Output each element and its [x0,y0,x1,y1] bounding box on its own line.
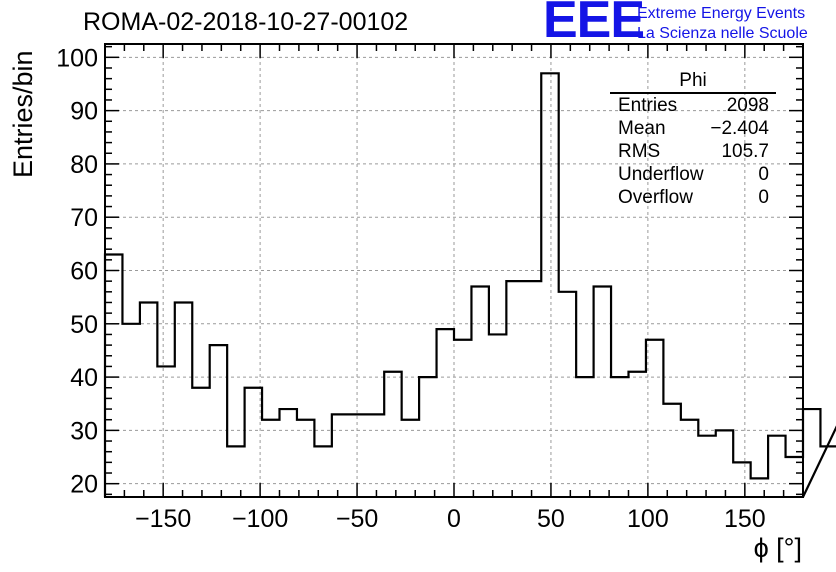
histogram-bin [245,388,262,497]
logo-line-1: Extreme Energy Events [637,5,806,22]
stats-value: −2.404 [710,118,769,139]
histogram-bin [367,414,384,497]
histogram-bin [332,414,349,497]
y-tick-label: 60 [70,258,98,286]
histogram-bin [751,478,768,497]
histogram-bin [541,73,558,497]
stats-label: Underflow [618,164,704,185]
histogram-bin [437,329,454,497]
histogram-bin [175,302,192,497]
histogram-bin [471,286,488,497]
y-tick-label: 70 [70,204,98,232]
stats-row-entries: Entries 2098 [610,94,776,117]
stats-row-mean: Mean −2.404 [610,117,776,140]
histogram-bin [524,281,541,497]
histogram-bin [105,255,122,497]
histogram-bin [576,377,593,497]
stats-value: 0 [758,164,769,185]
histogram-bin [681,420,698,497]
histogram-bin [803,409,820,497]
y-axis-title: Entries/bin [8,50,38,178]
histogram-bin [419,377,436,497]
histogram-bin [768,436,785,497]
stats-value: 0 [758,187,769,208]
histogram-bin [698,436,715,497]
histogram-bin [314,446,331,497]
logo-line-2: La Scienza nelle Scuole [637,25,808,42]
stats-label: Overflow [618,187,693,208]
x-tick-label: 0 [447,505,461,533]
grid-lines [105,44,803,497]
stats-title: Phi [610,70,776,94]
histogram-bin [733,462,750,497]
y-tick-label: 50 [70,311,98,339]
eee-logo-text: Extreme Energy Events La Scienza nelle S… [637,4,808,44]
histogram-bin [611,377,628,497]
y-tick-label: 30 [70,417,98,445]
histogram-bin [629,372,646,497]
stats-label: Mean [618,118,666,139]
histogram-bin [210,345,227,497]
y-tick-label: 20 [70,471,98,499]
x-tick-label: −150 [135,505,191,533]
histogram-title: ROMA-02-2018-10-27-00102 [83,8,409,36]
x-tick-label: 50 [537,505,565,533]
y-tick-label: 40 [70,364,98,392]
histogram-outline [103,72,836,498]
histogram-bin [716,430,733,497]
histogram-bin [122,324,139,497]
histogram-bin [663,404,680,497]
stats-row-underflow: Underflow 0 [610,163,776,186]
eee-logo: EEE [543,0,645,49]
stats-label: Entries [618,95,678,116]
histogram-bin [140,302,157,497]
histogram-bin [280,409,297,497]
histogram-bin [192,388,209,497]
x-tick-label: −100 [232,505,288,533]
histogram-bin [157,366,174,497]
tick-labels: −150 −100 −50 0 50 100 150 20 30 40 50 60 70 80 90 100 [56,44,765,533]
axis-ticks [104,44,804,497]
stats-label: RMS [618,141,661,162]
histogram-bin [297,420,314,497]
histogram-bin [506,281,523,497]
stats-row-rms: RMS 105.7 [610,140,776,163]
histogram-bin [820,446,836,497]
x-tick-label: 150 [724,505,766,533]
y-tick-label: 100 [56,44,98,72]
stats-box: Phi Entries 2098 Mean −2.404 RMS 105.7 U… [610,70,776,209]
stats-row-overflow: Overflow 0 [610,186,776,209]
stats-value: 2098 [726,95,769,116]
histogram-bin [646,340,663,497]
histogram-bin [349,414,366,497]
x-tick-label: 100 [627,505,669,533]
histogram-bin [559,292,576,497]
histogram-bin [786,457,803,497]
histogram-bin [489,334,506,497]
y-tick-label: 80 [70,151,98,179]
histogram-bin [402,420,419,497]
x-axis-title: ϕ [°] [753,533,802,563]
histogram-bin [384,372,401,497]
stats-value: 105.7 [721,141,769,162]
histogram-bin [454,340,471,497]
y-tick-label: 90 [70,98,98,126]
histogram-bin [227,446,244,497]
histogram-bin [594,286,611,497]
histogram-bin [262,420,279,497]
x-tick-label: −50 [336,505,378,533]
